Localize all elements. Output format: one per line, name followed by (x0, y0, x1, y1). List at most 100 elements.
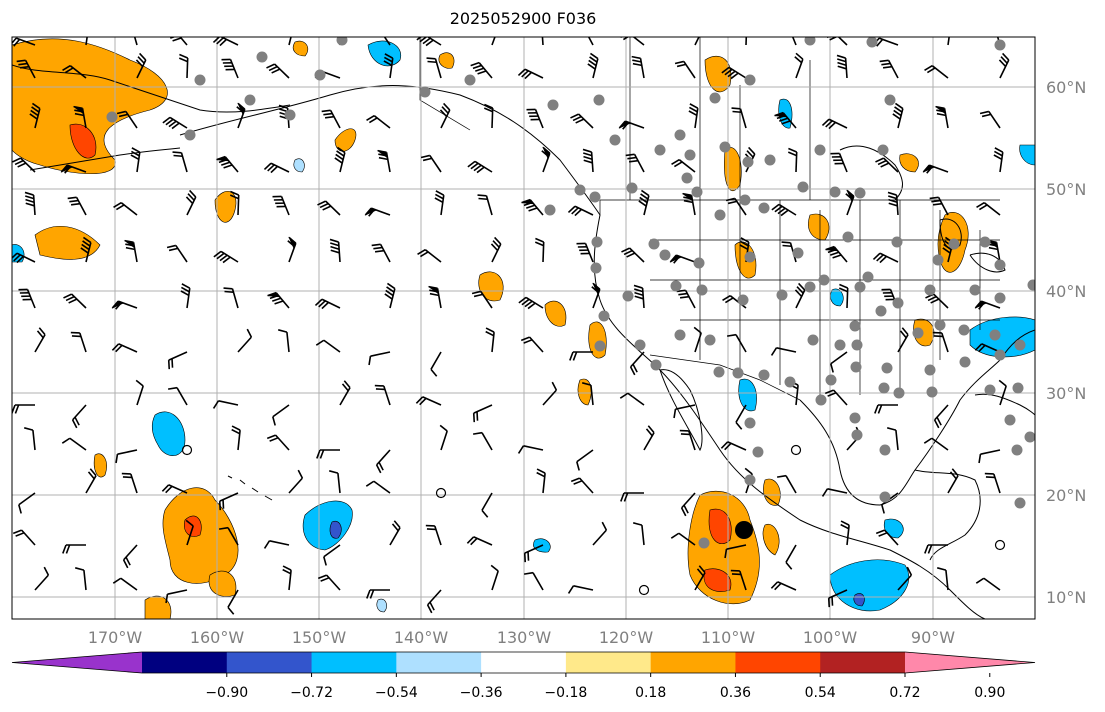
longitude-labels: 170°W 160°W 150°W 140°W 130°W 120°W 110°… (88, 628, 955, 647)
wind-barb (518, 296, 544, 310)
wind-barb (236, 102, 246, 129)
station-marker (829, 186, 841, 198)
wind-barb (625, 153, 645, 173)
wind-barb (490, 236, 502, 263)
wind-barb (725, 197, 747, 216)
station-marker (924, 284, 936, 296)
wind-barb (34, 327, 46, 353)
map-frame (11, 36, 1036, 620)
plot-title: 2025052900 F036 (449, 9, 597, 28)
wind-barb (67, 196, 87, 216)
station-marker (698, 537, 710, 549)
map-area (12, 37, 1035, 619)
wind-barb (771, 203, 797, 217)
wind-barb (384, 282, 396, 309)
wind-barb (676, 289, 696, 309)
wind-barb (317, 574, 341, 591)
wind-barb (671, 159, 696, 173)
station-marker (764, 154, 776, 166)
station-marker (622, 290, 634, 302)
wind-barb (620, 492, 644, 502)
station-marker (194, 74, 206, 86)
wind-barb (674, 60, 696, 79)
wind-barb (472, 404, 493, 423)
wind-barb (467, 160, 493, 174)
wind-barb (830, 351, 848, 373)
wind-barb (321, 109, 341, 129)
wind-barb (266, 63, 290, 79)
wind-barb (520, 336, 544, 353)
wind-barb (879, 59, 899, 79)
wind-barb (567, 205, 594, 217)
wind-barb (72, 105, 87, 129)
station-marker (958, 324, 970, 336)
wind-barb (263, 540, 290, 549)
wind-barb (227, 589, 239, 615)
latitude-labels: 60°N 50°N 40°N 30°N 20°N 10°N (1046, 78, 1086, 607)
colorbar-segment (311, 652, 397, 673)
wind-barb (364, 207, 391, 217)
wind-barb (266, 434, 290, 451)
wind-barb (61, 437, 87, 451)
wind-barb (339, 380, 351, 406)
wind-barb (517, 68, 544, 80)
shaded-field-layer (12, 38, 1035, 619)
wind-barb (71, 404, 87, 429)
colorbar-tick-label: −0.36 (460, 685, 503, 701)
wind-barb (947, 37, 950, 46)
wind-barb (998, 379, 1007, 406)
station-marker (892, 297, 904, 309)
station-marker (284, 109, 296, 121)
wind-barb (165, 589, 188, 604)
station-marker (875, 305, 887, 317)
lon-label: 120°W (599, 628, 654, 647)
wind-barb (836, 54, 848, 79)
wind-barb (130, 147, 141, 173)
station-marker (912, 327, 924, 339)
wind-barb (669, 254, 696, 264)
station-marker (784, 376, 796, 388)
positive-anomaly-region (577, 378, 592, 406)
station-marker (1004, 414, 1016, 426)
wind-barb (263, 162, 290, 174)
wind-barb (975, 577, 1001, 591)
station-marker (851, 429, 863, 441)
colorbar-segment (650, 652, 736, 673)
wind-barb (773, 111, 797, 129)
wind-barb (721, 66, 747, 80)
station-marker (670, 280, 682, 292)
lat-label: 20°N (1046, 486, 1086, 505)
wind-barb (693, 326, 702, 353)
wind-barb (223, 287, 239, 309)
wind-barb (167, 386, 188, 406)
wind-barb (520, 198, 544, 216)
wind-barb (111, 343, 138, 353)
wind-barb (323, 544, 341, 566)
wind-barb (368, 351, 391, 366)
wind-barb (845, 189, 855, 216)
wind-barb (978, 449, 1001, 464)
colorbar-tick-label: −0.18 (544, 685, 587, 701)
wind-barb (221, 58, 239, 79)
lat-label: 50°N (1046, 180, 1086, 199)
station-marker (825, 374, 837, 386)
wind-barb (840, 520, 850, 546)
wind-barb (366, 115, 391, 129)
wind-barb (790, 444, 802, 456)
wind-barb (619, 392, 645, 406)
positive-anomaly-region (438, 52, 455, 69)
negative-anomaly-region (738, 378, 757, 412)
wind-barb (569, 351, 593, 361)
station-marker (849, 412, 861, 424)
station-marker (654, 144, 666, 156)
wind-barb (731, 107, 747, 129)
colorbar-tick-label: 0.90 (974, 685, 1005, 701)
wind-barb (929, 196, 949, 216)
wind-barb (618, 120, 645, 130)
positive-anomaly-region (334, 128, 357, 152)
station-marker (1024, 431, 1035, 443)
positive-anomaly-region (478, 271, 504, 302)
wind-barb (567, 585, 594, 594)
lat-label: 10°N (1046, 588, 1086, 607)
station-marker (815, 394, 827, 406)
